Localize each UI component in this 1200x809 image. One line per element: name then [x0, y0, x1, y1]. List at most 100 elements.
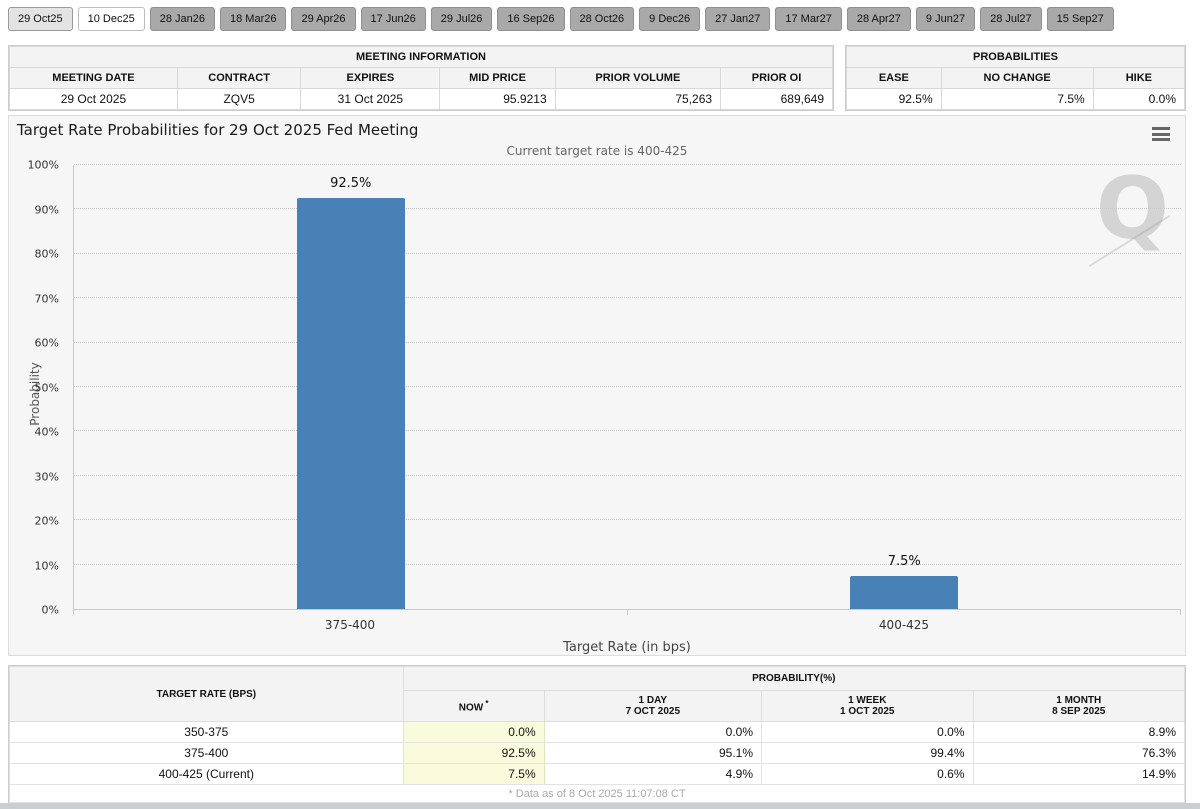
tab-17-mar27[interactable]: 17 Mar27 — [775, 7, 842, 31]
y-axis-tick-label: 30% — [34, 470, 59, 483]
meeting-info-panel: MEETING INFORMATION MEETING DATE CONTRAC… — [8, 45, 834, 111]
gridline — [74, 386, 1181, 387]
y-axis-tick-label: 100% — [27, 158, 59, 172]
one-day-cell: 4.9% — [543, 763, 763, 785]
expires-value: 31 Oct 2025 — [300, 88, 441, 110]
y-axis-tick-label: 50% — [34, 381, 59, 394]
contract-value: ZQV5 — [176, 88, 302, 110]
probabilities-panel: PROBABILITIES EASE NO CHANGE HIKE 92.5% … — [845, 45, 1186, 111]
tab-17-jun26[interactable]: 17 Jun26 — [360, 7, 426, 31]
x-axis-tick — [1180, 610, 1181, 615]
col-prior-oi: PRIOR OI — [720, 67, 833, 89]
probability-chart: Target Rate Probabilities for 29 Oct 202… — [8, 115, 1186, 656]
y-axis-tick-label: 60% — [34, 336, 59, 350]
rate-cell: 375-400 — [9, 742, 404, 764]
one-month-cell: 14.9% — [972, 763, 1185, 785]
prior-oi-value: 689,649 — [720, 88, 833, 110]
col-1-month: 1 MONTH 8 SEP 2025 — [972, 690, 1185, 722]
tab-18-mar26[interactable]: 18 Mar26 — [220, 7, 287, 31]
chart-title: Target Rate Probabilities for 29 Oct 202… — [17, 121, 419, 139]
category-slot: 7.5% — [628, 165, 1182, 609]
col-expires: EXPIRES — [300, 67, 441, 89]
meeting-tab-bar: 29 Oct25 10 Dec25 28 Jan26 18 Mar26 29 Apr26… — [8, 7, 1114, 31]
col-ease: EASE — [846, 67, 942, 89]
history-row-350-375: 350-375 0.0% 0.0% 0.0% 8.9% — [9, 721, 1185, 743]
rate-cell: 400-425 (Current) — [9, 763, 404, 785]
x-axis-category-label: 400-425 — [878, 618, 930, 632]
data-as-of-footnote: * Data as of 8 Oct 2025 11:07:08 CT — [9, 784, 1185, 803]
tab-28-jul27[interactable]: 28 Jul27 — [980, 7, 1042, 31]
tab-10-dec25[interactable]: 10 Dec25 — [77, 7, 145, 31]
tab-28-apr27[interactable]: 28 Apr27 — [846, 7, 911, 31]
probability-group-header: PROBABILITY(%) — [402, 666, 1186, 691]
tab-27-jan27[interactable]: 27 Jan27 — [705, 7, 771, 31]
tab-28-oct26[interactable]: 28 Oct26 — [569, 7, 635, 31]
y-axis-tick-label: 40% — [34, 425, 59, 439]
tab-15-sep27[interactable]: 15 Sep27 — [1046, 7, 1114, 31]
ease-value: 92.5% — [846, 88, 942, 110]
meeting-date-value: 29 Oct 2025 — [9, 88, 178, 110]
one-week-cell: 0.0% — [761, 721, 974, 743]
now-cell: 0.0% — [402, 721, 545, 743]
history-row-400-425-current-: 400-425 (Current) 7.5% 4.9% 0.6% 14.9% — [9, 763, 1185, 785]
probability-bar-375-400[interactable] — [296, 198, 405, 609]
one-week-cell: 99.4% — [761, 742, 974, 764]
one-week-cell: 0.6% — [761, 763, 974, 785]
y-axis-tick-label: 90% — [34, 203, 59, 216]
x-axis-labels: 375-400 400-425 — [73, 618, 1181, 634]
bar-value-label: 7.5% — [887, 553, 921, 569]
tab-29-apr26[interactable]: 29 Apr26 — [291, 7, 356, 31]
rate-cell: 350-375 — [9, 721, 404, 743]
plot-area: 92.5% 7.5% — [73, 164, 1182, 615]
one-month-cell: 8.9% — [972, 721, 1185, 743]
one-day-cell: 95.1% — [543, 742, 763, 764]
y-axis-tick-label: 0% — [41, 603, 59, 617]
gridline — [74, 164, 1181, 165]
gridline — [74, 252, 1181, 254]
col-meeting-date: MEETING DATE — [9, 67, 178, 89]
tab-9-dec26[interactable]: 9 Dec26 — [639, 7, 701, 31]
tab-16-sep26[interactable]: 16 Sep26 — [497, 7, 565, 31]
x-axis-category-label: 375-400 — [324, 618, 376, 632]
gridline — [74, 341, 1181, 343]
x-axis-title: Target Rate (in bps) — [563, 640, 691, 655]
no-change-value: 7.5% — [940, 88, 1094, 110]
target-rate-header: TARGET RATE (BPS) — [9, 666, 404, 722]
history-subheader-row: NOW * 1 DAY 7 OCT 2025 1 WEEK 1 OCT 2025 1 MO… — [10, 690, 1185, 722]
history-row-375-400: 375-400 92.5% 95.1% 99.4% 76.3% — [9, 742, 1185, 764]
chart-subtitle: Current target rate is 400-425 — [506, 144, 688, 158]
y-axis-labels: 0% 10% 20% 30% 40% 50% 60% 70% 80% 90% 100% — [9, 159, 67, 617]
probabilities-header-row: EASE NO CHANGE HIKE — [846, 67, 1186, 89]
col-1-day: 1 DAY 7 OCT 2025 — [543, 690, 763, 722]
tab-29-oct25[interactable]: 29 Oct25 — [8, 7, 73, 31]
mid-price-value: 95.9213 — [439, 88, 556, 110]
now-cell: 92.5% — [402, 742, 545, 764]
gridline — [74, 519, 1181, 521]
col-mid-price: MID PRICE — [439, 67, 556, 89]
gridline — [74, 297, 1181, 299]
chart-menu-hamburger-icon[interactable] — [1150, 125, 1172, 143]
one-month-cell: 76.3% — [972, 742, 1185, 764]
meeting-info-value-row: 29 Oct 2025 ZQV5 31 Oct 2025 95.9213 75,… — [9, 88, 833, 110]
probability-history-table: TARGET RATE (BPS) PROBABILITY(%) NOW * 1 … — [8, 665, 1186, 804]
meeting-info-header-row: MEETING DATE CONTRACT EXPIRES MID PRICE … — [9, 67, 833, 89]
tab-29-jul26[interactable]: 29 Jul26 — [430, 7, 493, 31]
page-bottom-strip — [0, 803, 1200, 809]
x-axis-tick — [626, 610, 628, 615]
col-prior-volume: PRIOR VOLUME — [554, 67, 722, 89]
one-day-cell: 0.0% — [543, 721, 763, 743]
probabilities-value-row: 92.5% 7.5% 0.0% — [846, 88, 1186, 110]
y-axis-tick-label: 80% — [34, 247, 59, 261]
col-1-week: 1 WEEK 1 OCT 2025 — [761, 690, 974, 722]
y-axis-tick-label: 70% — [34, 292, 59, 305]
history-table-body: 350-375 0.0% 0.0% 0.0% 8.9% 375-400 92.5% 95.1%… — [9, 721, 1185, 785]
y-axis-tick-label: 10% — [34, 559, 59, 572]
now-cell: 7.5% — [402, 763, 545, 785]
prior-volume-value: 75,263 — [554, 88, 722, 110]
col-contract: CONTRACT — [176, 67, 302, 89]
tab-28-jan26[interactable]: 28 Jan26 — [149, 7, 215, 31]
tab-9-jun27[interactable]: 9 Jun27 — [915, 7, 976, 31]
y-axis-tick-label: 20% — [34, 514, 59, 528]
probability-bar-400-425[interactable] — [850, 575, 959, 609]
